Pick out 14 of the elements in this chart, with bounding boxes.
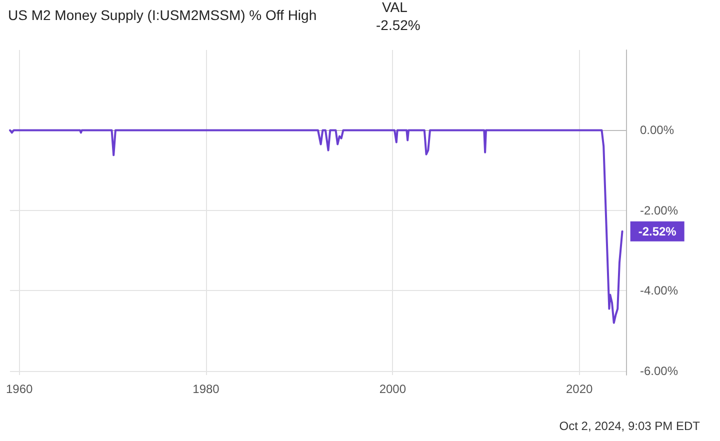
x-tick-label: 2000: [379, 382, 406, 396]
line-series: [9, 129, 624, 324]
text: Oct 2, 2024, 9:03 PM EDT: [559, 419, 701, 433]
x-tick-label: 1980: [192, 382, 220, 396]
x-tick-label: 1960: [6, 382, 34, 396]
text: -2.52%: [376, 17, 420, 33]
y-tick-label: 0.00%: [640, 123, 674, 138]
data-label: -2.52%: [638, 224, 677, 238]
x-tick-label: 2020: [566, 382, 594, 396]
chart-title: US M2 Money Supply (I:USM2MSSM) % Off High: [8, 7, 317, 23]
y-tick-label: -2.00%: [640, 203, 678, 218]
y-tick-label: -4.00%: [640, 284, 678, 298]
y-tick-label: -6.00%: [640, 364, 678, 378]
text: VAL: [382, 0, 408, 15]
